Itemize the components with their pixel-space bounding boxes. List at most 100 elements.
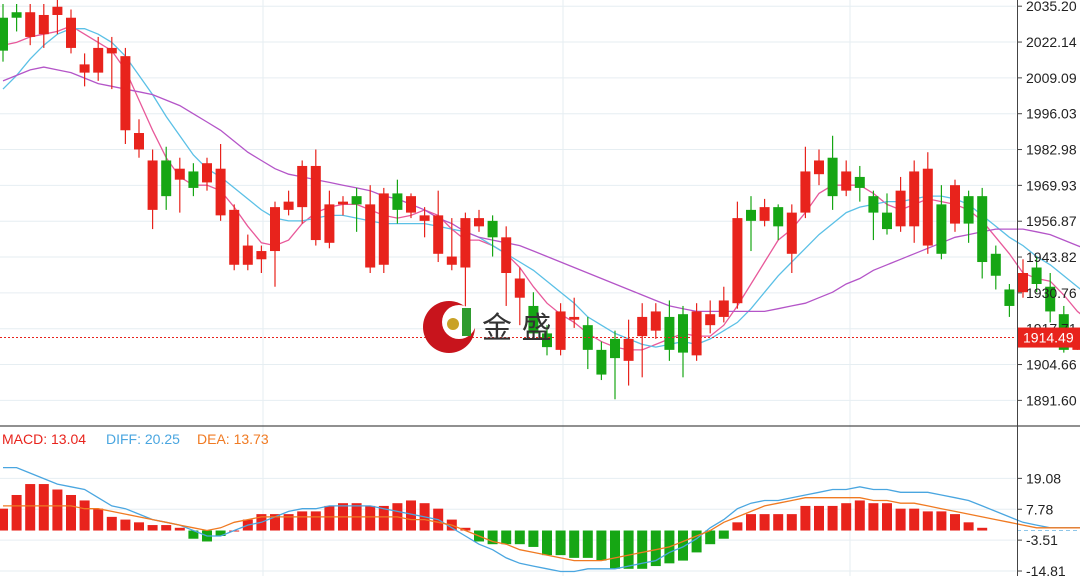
y-tick-label: 2022.14 [1026,34,1077,50]
candle-body [990,253,1001,276]
macd-histogram-bar [963,522,974,531]
current-price-tag: 1914.49 [1018,327,1080,348]
candle-body [256,251,267,260]
candle-body [460,218,471,268]
macd-histogram-bar [120,519,131,531]
candle-body [406,196,416,213]
candle-body [1004,289,1015,306]
candle-body [38,14,49,35]
candle-body [419,215,430,221]
candle-body [569,316,580,320]
candle-body [1031,267,1042,284]
candle-body [1045,286,1056,312]
candle-body [229,209,240,265]
candle-body [814,160,824,175]
macd-histogram-bar [882,503,892,531]
candle-body [542,333,552,348]
macd-histogram-bar [623,530,634,569]
macd-histogram-bar [297,511,308,531]
macd-histogram-bar [106,516,117,531]
macd-histogram-bar [977,527,988,531]
candle-body [528,305,539,334]
candle-body [215,168,226,216]
candle-body [0,17,8,51]
macd-histogram-bar [134,522,144,531]
legend-diff: DIFF: 20.25 [106,431,180,447]
candle-body [936,204,947,254]
candle-body [501,237,512,274]
y-tick-label: 2035.20 [1026,0,1077,14]
macd-histogram-bar [650,530,661,567]
macd-histogram-bar [514,530,525,545]
macd-histogram-bar [310,511,321,531]
candle-body [691,311,702,356]
candle-body [174,168,185,180]
macd-lines [3,466,1080,573]
macd-histogram-bar [746,514,756,531]
macd-histogram-bar [936,511,947,531]
y-tick-label: 1982.98 [1026,142,1077,158]
candle-body [854,176,865,188]
candle-body [827,157,838,197]
macd-histogram-bar [814,505,824,531]
candle-body [283,201,294,210]
candle-body [773,207,784,227]
macd-histogram [0,484,988,569]
macd-histogram-bar [188,530,199,539]
macd-histogram-bar [637,530,648,569]
candles [0,0,1080,400]
macd-histogram-bar [501,530,512,545]
macd-histogram-bar [406,500,416,531]
y-axis-labels: 2035.20 2022.14 2009.09 1996.03 1982.98 1969.… [1017,0,1077,576]
macd-histogram-bar [161,525,172,531]
current-price-tag-bg [1018,327,1080,348]
candle-body [650,311,661,331]
macd-histogram-bar [950,514,960,531]
y-tick-label: 1996.03 [1026,106,1077,122]
candle-body [134,133,144,150]
candle-body [786,212,797,254]
candle-body [582,325,593,350]
macd-histogram-bar [922,511,933,531]
macd-histogram-bar [487,530,498,545]
candle-body [841,171,852,191]
macd-histogram-bar [732,522,743,531]
macd-histogram-bar [460,527,471,531]
candle-body [106,47,117,54]
candle-body [202,163,212,183]
candle-body [351,196,362,205]
candle-body [310,165,321,241]
candle-body [79,64,90,73]
candle-body [678,314,688,353]
candle-body [378,193,389,265]
candle-body [446,256,457,265]
candle-body [297,165,308,208]
macd-histogram-bar [38,484,49,531]
dea-line [3,497,1080,562]
candle-body [161,160,172,197]
candle-body [93,47,104,73]
current-price-value: 1914.49 [1023,330,1074,346]
candle-body [487,220,498,238]
candle-body [950,185,960,224]
macd-y-tick-label: 19.08 [1026,470,1061,486]
candle-body [52,6,63,15]
candle-body [718,300,729,317]
macd-histogram-bar [610,530,620,569]
candle-body [868,196,879,213]
macd-histogram-bar [895,508,906,531]
macd-histogram-bar [93,508,104,531]
macd-histogram-bar [841,503,852,531]
candle-body [120,56,131,131]
candle-body [922,168,933,246]
macd-histogram-bar [786,514,797,531]
candle-body [1018,273,1028,293]
candle-body [596,349,607,375]
macd-histogram-bar [596,530,607,561]
candle-body [732,218,743,304]
macd-histogram-bar [79,500,90,531]
candle-body [664,316,675,350]
